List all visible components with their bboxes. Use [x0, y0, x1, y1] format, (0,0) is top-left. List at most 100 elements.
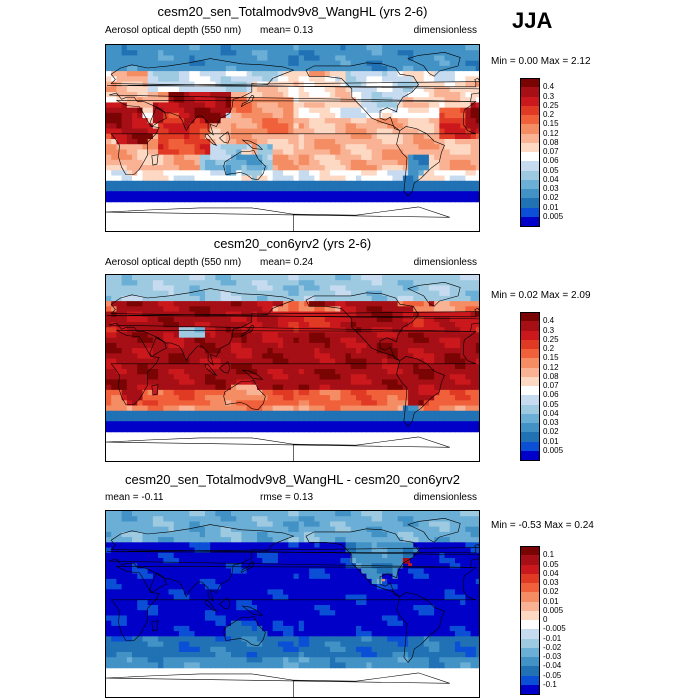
map-cell	[126, 159, 133, 166]
map-cell	[142, 416, 149, 422]
map-cell	[262, 71, 269, 77]
map-cell	[314, 526, 321, 533]
map-cell	[314, 60, 321, 67]
map-cell	[194, 395, 201, 401]
map-cell	[267, 175, 274, 182]
map-cell	[126, 180, 133, 187]
map-cell	[246, 410, 253, 417]
map-cell	[173, 374, 180, 381]
map-cell	[116, 316, 123, 323]
map-cell	[288, 410, 295, 417]
map-cell	[376, 348, 383, 354]
map-cell	[126, 421, 133, 428]
map-cell	[350, 363, 357, 370]
map-cell	[350, 421, 357, 428]
map-cell	[126, 379, 133, 386]
map-cell	[189, 369, 196, 375]
map-cell	[184, 374, 190, 381]
map-cell	[324, 165, 331, 171]
map-cell	[178, 295, 185, 302]
map-cell	[309, 416, 315, 422]
map-cell	[189, 60, 196, 67]
map-cell	[303, 295, 310, 302]
map-cell	[298, 133, 305, 140]
map-cell	[345, 290, 352, 297]
map-cell	[241, 421, 248, 428]
map-cell	[272, 128, 279, 135]
map-cell	[184, 369, 190, 375]
map-cell	[309, 542, 315, 549]
map-cell	[178, 128, 185, 135]
map-cell	[475, 379, 479, 386]
map-cell	[335, 395, 341, 401]
map-cell	[283, 358, 289, 365]
map-cell	[361, 280, 368, 287]
map-cell	[392, 76, 399, 83]
map-cell	[397, 92, 404, 98]
map-cell	[298, 102, 305, 109]
map-cell	[371, 379, 378, 386]
map-cell	[428, 405, 435, 412]
map-cell	[387, 295, 394, 302]
map-cell	[147, 322, 154, 328]
map-cell	[168, 306, 175, 313]
map-cell	[303, 170, 310, 177]
map-cell	[413, 196, 420, 203]
map-cell	[454, 379, 461, 386]
map-cell	[470, 175, 477, 182]
map-cell	[371, 400, 378, 407]
map-cell	[189, 76, 196, 83]
map-cell	[168, 280, 175, 287]
map-cell	[418, 311, 425, 318]
map-cell	[173, 384, 180, 391]
map-cell	[277, 275, 284, 281]
map-cell	[340, 537, 347, 543]
map-cell	[449, 511, 456, 517]
map-cell	[387, 275, 394, 281]
map-cell	[277, 50, 284, 57]
map-cell	[345, 65, 352, 72]
map-cell	[329, 196, 336, 203]
map-cell	[475, 175, 479, 182]
map-cell	[428, 186, 435, 192]
map-cell	[147, 133, 154, 140]
map-cell	[288, 81, 295, 88]
map-cell	[423, 511, 430, 517]
map-cell	[314, 133, 321, 140]
map-cell	[121, 301, 128, 307]
map-cell	[314, 416, 321, 422]
map-cell	[142, 395, 149, 401]
map-cell	[329, 285, 336, 292]
map-cell	[439, 118, 446, 124]
map-cell	[298, 65, 305, 72]
map-cell	[434, 379, 440, 386]
map-cell	[163, 128, 170, 135]
map-cell	[194, 353, 201, 360]
map-cell	[356, 71, 362, 77]
map-cell	[152, 186, 159, 192]
map-cell	[329, 301, 336, 307]
map-cell	[178, 196, 185, 203]
map-cell	[366, 290, 373, 297]
map-cell	[413, 107, 420, 114]
map-cell	[376, 521, 383, 528]
map-cell	[231, 521, 237, 528]
map-cell	[262, 45, 269, 51]
map-cell	[428, 511, 435, 517]
map-cell	[350, 358, 357, 365]
map-cell	[314, 531, 321, 538]
map-cell	[314, 369, 321, 375]
map-cell	[392, 384, 399, 391]
map-cell	[178, 421, 185, 428]
map-cell	[199, 180, 206, 187]
map-cell	[111, 118, 118, 124]
map-cell	[220, 65, 227, 72]
map-cell	[303, 133, 310, 140]
map-cell	[371, 421, 378, 428]
map-cell	[345, 123, 352, 130]
map-cell	[475, 526, 479, 533]
map-cell	[460, 332, 466, 339]
map-cell	[142, 144, 149, 151]
map-cell	[345, 405, 352, 412]
map-cell	[293, 332, 300, 339]
